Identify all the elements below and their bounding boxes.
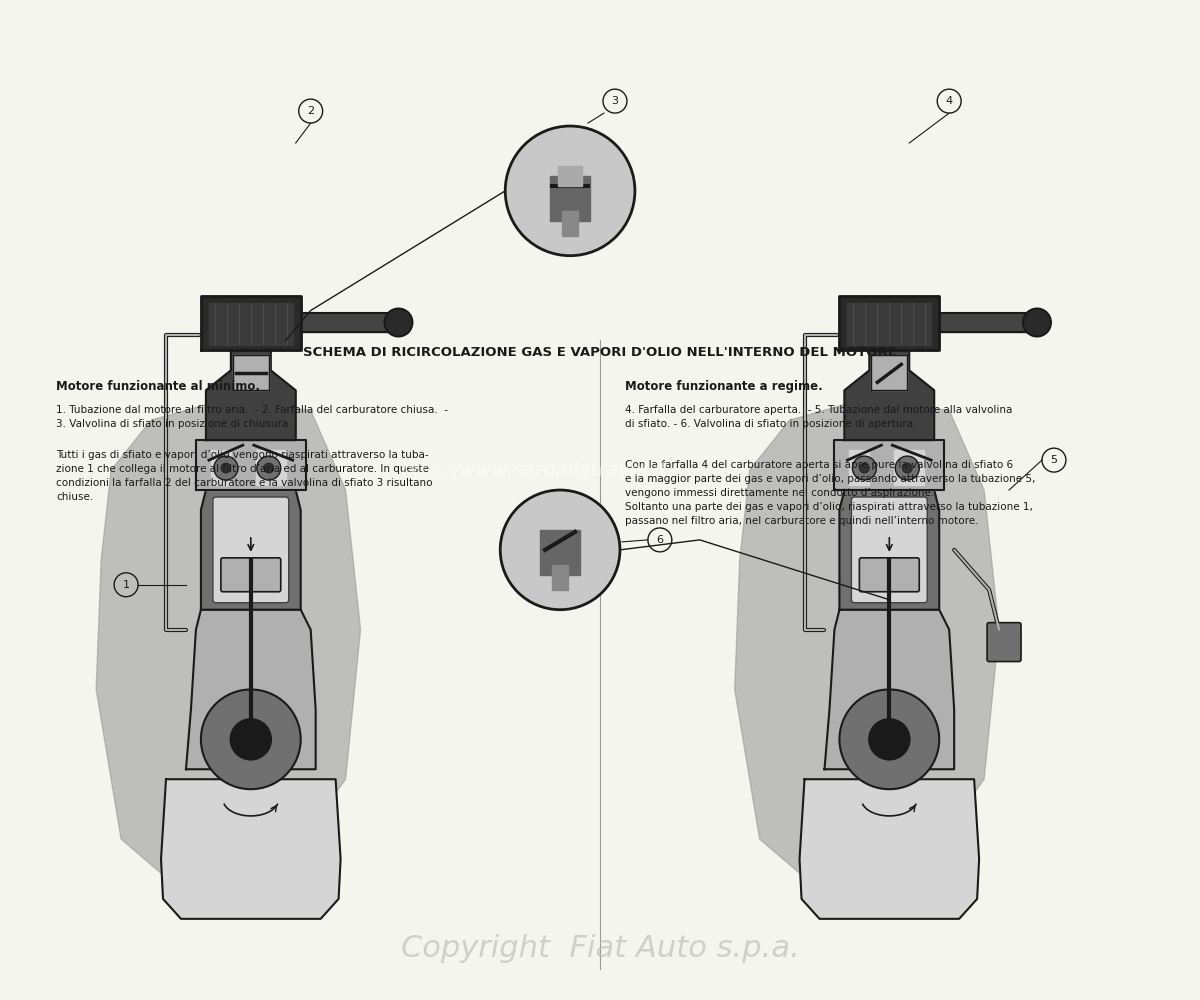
- Polygon shape: [186, 610, 316, 769]
- Text: Copyright  Fiat Auto s.p.a.: Copyright Fiat Auto s.p.a.: [401, 934, 799, 963]
- FancyBboxPatch shape: [212, 497, 289, 603]
- Polygon shape: [161, 779, 341, 919]
- Circle shape: [257, 456, 281, 480]
- Circle shape: [500, 490, 620, 610]
- Text: 6: 6: [656, 535, 664, 545]
- Polygon shape: [558, 166, 582, 186]
- Circle shape: [264, 463, 274, 473]
- Polygon shape: [871, 355, 907, 390]
- Circle shape: [200, 689, 301, 789]
- Text: 2: 2: [307, 106, 314, 116]
- Text: 1: 1: [122, 580, 130, 590]
- Polygon shape: [301, 313, 390, 332]
- Text: 4: 4: [946, 96, 953, 106]
- Polygon shape: [211, 450, 230, 485]
- Text: Con la farfalla 4 del carburatore aperta si apre pure la valvolina di sfiato 6
e: Con la farfalla 4 del carburatore aperta…: [625, 460, 1036, 526]
- FancyBboxPatch shape: [988, 623, 1021, 662]
- Circle shape: [214, 456, 238, 480]
- Polygon shape: [209, 303, 293, 345]
- Polygon shape: [233, 355, 269, 390]
- Circle shape: [859, 463, 869, 473]
- Circle shape: [840, 689, 940, 789]
- Circle shape: [221, 463, 230, 473]
- Polygon shape: [845, 350, 935, 440]
- Circle shape: [384, 309, 413, 336]
- Circle shape: [895, 456, 919, 480]
- Polygon shape: [894, 450, 924, 485]
- Polygon shape: [850, 450, 869, 485]
- Polygon shape: [840, 490, 940, 610]
- FancyBboxPatch shape: [859, 558, 919, 592]
- Circle shape: [902, 463, 912, 473]
- Text: http://www.sardiniatravel.it: http://www.sardiniatravel.it: [401, 461, 667, 480]
- Polygon shape: [847, 303, 931, 345]
- Text: Motore funzionante al minimo.: Motore funzionante al minimo.: [56, 380, 260, 393]
- Text: 5: 5: [1050, 455, 1057, 465]
- Polygon shape: [96, 400, 360, 899]
- Text: SCHEMA DI RICIRCOLAZIONE GAS E VAPORI D'OLIO NELL'INTERNO DEL MOTORE: SCHEMA DI RICIRCOLAZIONE GAS E VAPORI D'…: [304, 346, 896, 359]
- Polygon shape: [206, 350, 295, 440]
- Text: 3: 3: [612, 96, 618, 106]
- FancyBboxPatch shape: [852, 497, 928, 603]
- Circle shape: [505, 126, 635, 256]
- Polygon shape: [824, 610, 954, 769]
- FancyBboxPatch shape: [221, 558, 281, 592]
- Text: 4. Farfalla del carburatore aperta.  - 5. Tubazione dal motore alla valvolina
di: 4. Farfalla del carburatore aperta. - 5.…: [625, 405, 1013, 429]
- Text: 1. Tubazione dal motore al filtro aria.  - 2. Farfalla del carburatore chiusa.  : 1. Tubazione dal motore al filtro aria. …: [56, 405, 449, 429]
- Polygon shape: [799, 779, 979, 919]
- Polygon shape: [552, 565, 568, 590]
- Polygon shape: [840, 296, 940, 350]
- Polygon shape: [734, 400, 1000, 899]
- Polygon shape: [200, 296, 301, 350]
- Polygon shape: [562, 211, 578, 236]
- Text: Tutti i gas di sfiato e vapori d’olio vengono riaspirati attraverso la tuba-
zio: Tutti i gas di sfiato e vapori d’olio ve…: [56, 450, 433, 502]
- Polygon shape: [940, 313, 1030, 332]
- Polygon shape: [550, 176, 590, 221]
- Circle shape: [1024, 309, 1051, 336]
- Text: Motore funzionante a regime.: Motore funzionante a regime.: [625, 380, 823, 393]
- Polygon shape: [256, 450, 286, 485]
- Polygon shape: [834, 440, 944, 490]
- Polygon shape: [196, 440, 306, 490]
- Circle shape: [852, 456, 876, 480]
- Polygon shape: [540, 530, 580, 575]
- Circle shape: [868, 717, 911, 761]
- Polygon shape: [200, 490, 301, 610]
- Circle shape: [229, 717, 272, 761]
